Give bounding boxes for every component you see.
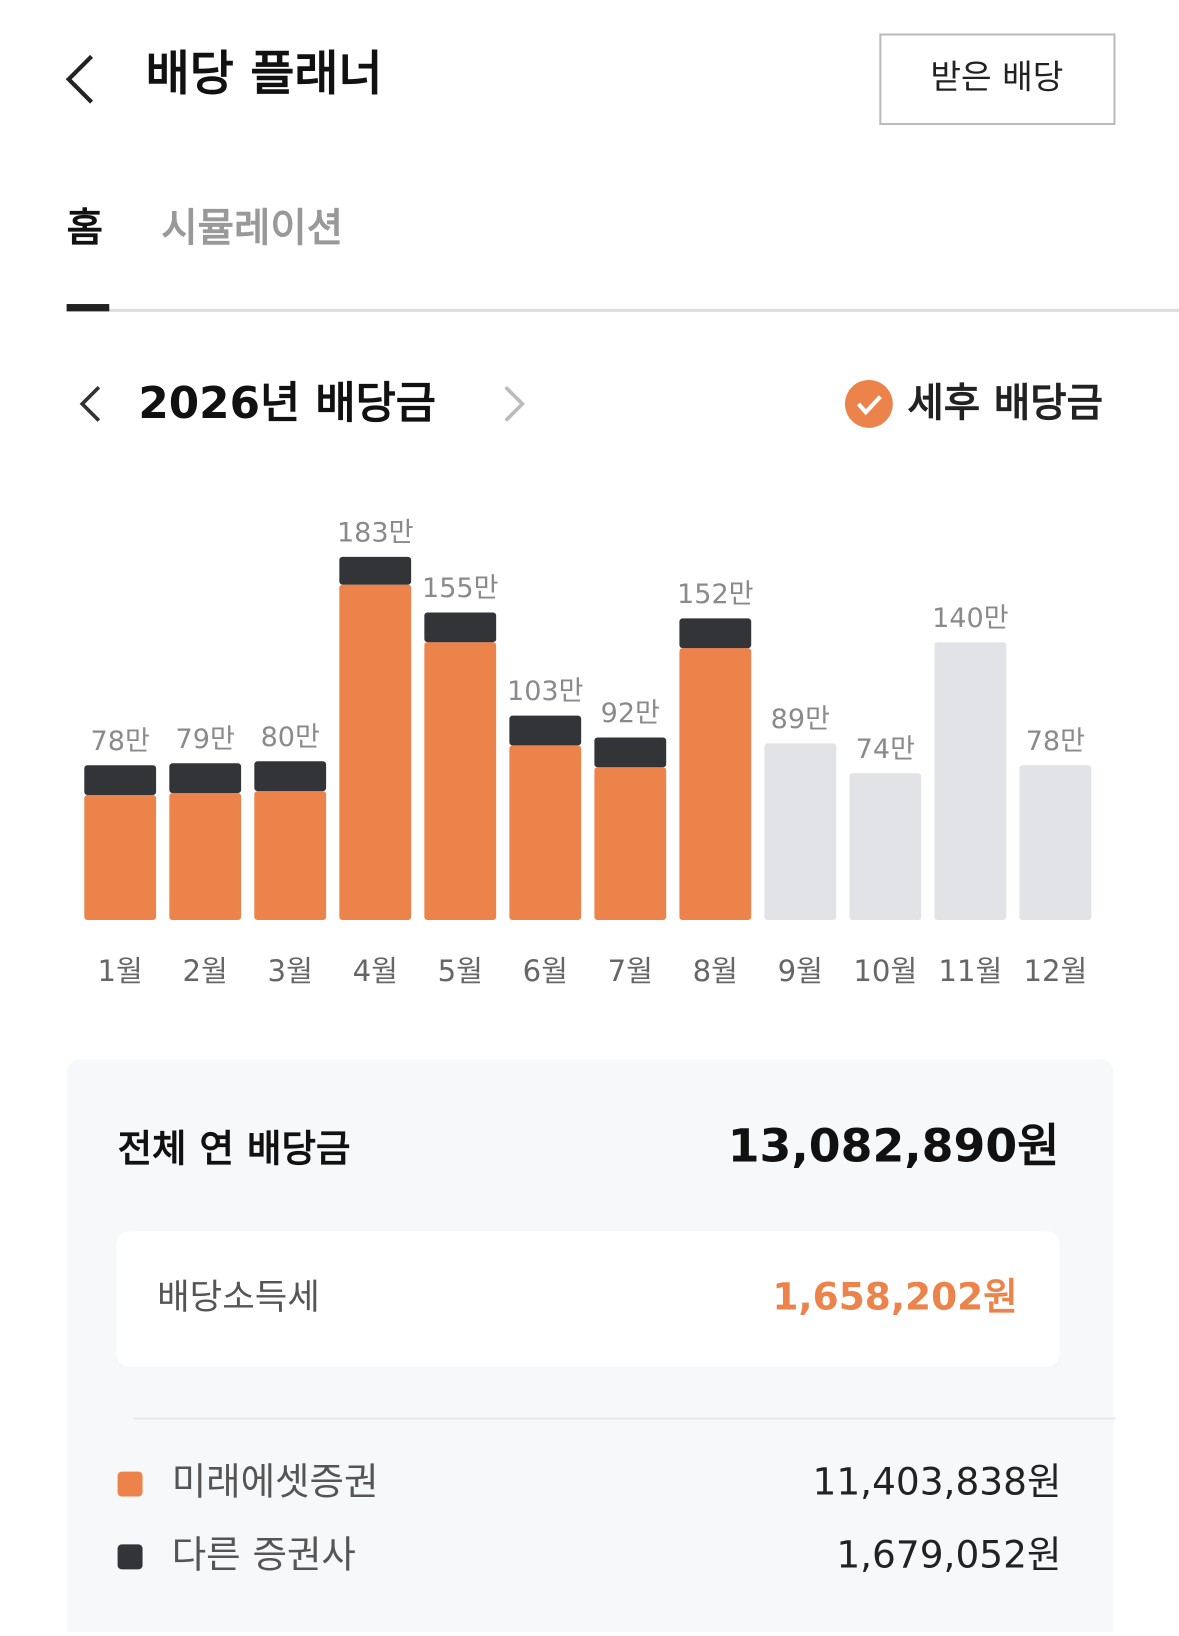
legend-label: 미래에셋증권	[172, 1460, 379, 1504]
bar-segment	[169, 793, 242, 921]
bar-total-label: 140만	[932, 603, 1009, 634]
check-mark	[856, 395, 882, 416]
x-tick-label: 2월	[183, 954, 228, 988]
bar-segment	[254, 791, 327, 921]
tax-value: 1,658,202원	[772, 1274, 1017, 1318]
toggle-label[interactable]: 세후 배당금	[907, 381, 1103, 427]
prev-year[interactable]	[79, 385, 101, 422]
bar-segment	[84, 765, 157, 796]
legend-amount: 11,403,838원	[813, 1460, 1062, 1504]
bar-total-label: 155만	[422, 573, 499, 604]
bar-total-label: 92만	[601, 698, 660, 729]
next-year[interactable]	[504, 385, 525, 422]
bar-segment	[339, 556, 412, 585]
bar-segment	[509, 715, 582, 746]
bar-segment	[424, 642, 497, 921]
x-tick-label: 6월	[523, 954, 568, 988]
bar-segment	[594, 767, 667, 921]
bar-total-label: 89만	[771, 704, 830, 735]
legend-label: 다른 증권사	[172, 1532, 356, 1576]
bar-segment	[424, 612, 497, 643]
bar-total-label: 78만	[91, 726, 150, 757]
bar-total-label: 183만	[337, 517, 414, 548]
bar-total-label: 152만	[677, 579, 754, 610]
x-tick-label: 8월	[693, 954, 738, 988]
x-tick-label: 3월	[268, 954, 313, 988]
bar-segment	[679, 618, 752, 649]
bar-total-label: 74만	[856, 734, 915, 765]
x-tick-label: 10월	[853, 954, 917, 988]
chart: 78만 1월 79만 2월 80만 3월 183만 4월 155만 5월 103만 6월 92만 7월 15…	[84, 517, 1092, 988]
bar-segment	[254, 761, 327, 792]
bar-segment	[594, 737, 667, 768]
tab-home[interactable]: 홈	[67, 206, 103, 252]
x-tick-label: 12월	[1023, 954, 1087, 988]
x-tick-label: 4월	[353, 954, 398, 988]
bar-total-label: 80만	[261, 722, 320, 753]
bar-total-label: 103만	[507, 676, 584, 707]
total-label: 전체 연 배당금	[118, 1127, 351, 1171]
tab-indicator	[66, 304, 110, 312]
tab-simulation[interactable]: 시뮬레이션	[161, 206, 343, 252]
received-button-label[interactable]: 받은 배당	[930, 58, 1063, 97]
x-tick-label: 11월	[938, 954, 1002, 988]
bar-segment	[1019, 765, 1092, 921]
tax-box	[116, 1231, 1060, 1367]
back-icon[interactable]	[65, 54, 94, 104]
bar-segment	[764, 743, 837, 921]
page-title: 배당 플래너	[146, 47, 383, 102]
bar-segment	[509, 745, 582, 921]
bar-segment	[84, 795, 157, 921]
x-tick-label: 9월	[778, 954, 823, 988]
x-tick-label: 1월	[98, 954, 143, 988]
bar-segment	[934, 642, 1007, 921]
x-tick-label: 7월	[608, 954, 653, 988]
bar-segment	[679, 648, 752, 921]
bar-segment	[849, 773, 922, 921]
bar-total-label: 79만	[176, 724, 235, 755]
bar-segment	[339, 584, 412, 921]
received-button[interactable]	[879, 33, 1116, 126]
legend-amount: 1,679,052원	[836, 1532, 1061, 1576]
toggle-check[interactable]	[844, 379, 893, 428]
bar-segment	[169, 763, 242, 794]
legend-swatch	[117, 1471, 143, 1497]
legend-swatch	[117, 1544, 143, 1570]
bar-total-label: 78만	[1026, 726, 1085, 757]
total-value: 13,082,890원	[728, 1119, 1060, 1172]
chart-title: 2026년 배당금	[138, 378, 436, 429]
tax-label: 배당소득세	[157, 1277, 320, 1318]
x-tick-label: 5월	[438, 954, 483, 988]
